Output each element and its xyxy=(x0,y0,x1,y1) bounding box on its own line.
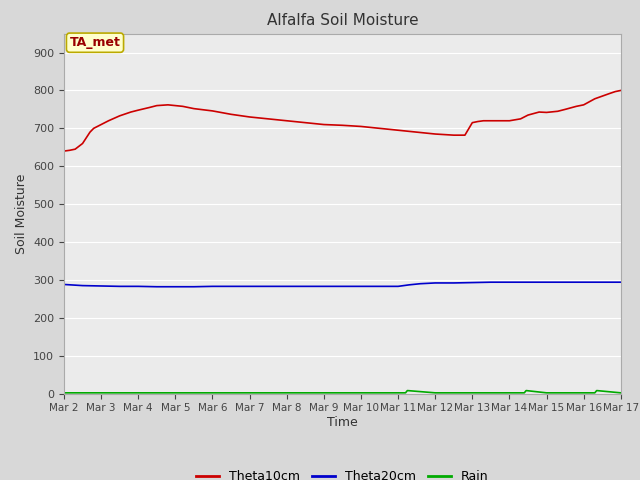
X-axis label: Time: Time xyxy=(327,416,358,429)
Legend: Theta10cm, Theta20cm, Rain: Theta10cm, Theta20cm, Rain xyxy=(191,465,493,480)
Title: Alfalfa Soil Moisture: Alfalfa Soil Moisture xyxy=(267,13,418,28)
Y-axis label: Soil Moisture: Soil Moisture xyxy=(15,173,28,254)
Text: TA_met: TA_met xyxy=(70,36,120,49)
